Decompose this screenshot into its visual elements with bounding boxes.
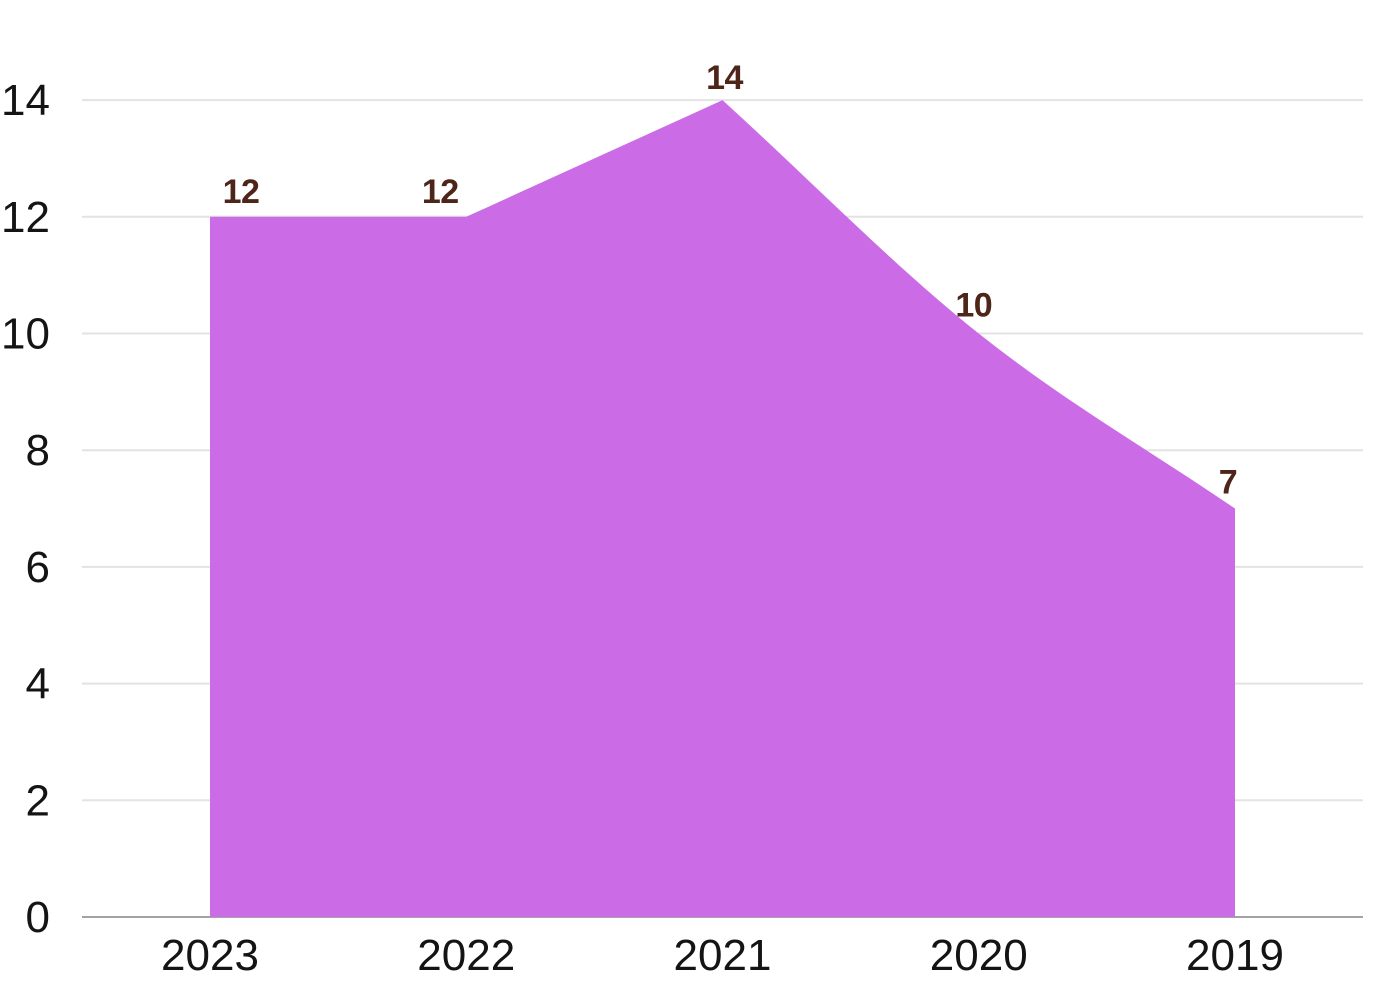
data-point-label: 10 xyxy=(955,287,992,325)
x-axis-labels: 2023 2022 2021 2020 2019 xyxy=(161,931,1284,980)
y-tick-label: 4 xyxy=(26,660,50,709)
y-tick-label: 14 xyxy=(1,76,50,125)
data-point-label: 12 xyxy=(223,173,260,211)
y-tick-label: 2 xyxy=(26,776,50,825)
data-labels: 12 12 14 10 7 xyxy=(223,59,1238,501)
y-tick-label: 10 xyxy=(1,310,50,359)
y-tick-label: 12 xyxy=(1,193,50,242)
x-tick-label: 2022 xyxy=(417,931,515,980)
x-tick-label: 2020 xyxy=(930,931,1028,980)
data-point-label: 14 xyxy=(706,59,743,97)
x-tick-label: 2023 xyxy=(161,931,259,980)
data-point-label: 12 xyxy=(422,173,459,211)
y-tick-label: 6 xyxy=(26,543,50,592)
data-point-label: 7 xyxy=(1219,464,1237,502)
y-tick-label: 0 xyxy=(26,893,50,942)
y-axis-labels: 0 2 4 6 8 10 12 14 xyxy=(1,76,50,942)
x-tick-label: 2021 xyxy=(674,931,772,980)
x-tick-label: 2019 xyxy=(1186,931,1284,980)
area-fill xyxy=(210,100,1235,918)
y-tick-label: 8 xyxy=(26,426,50,475)
